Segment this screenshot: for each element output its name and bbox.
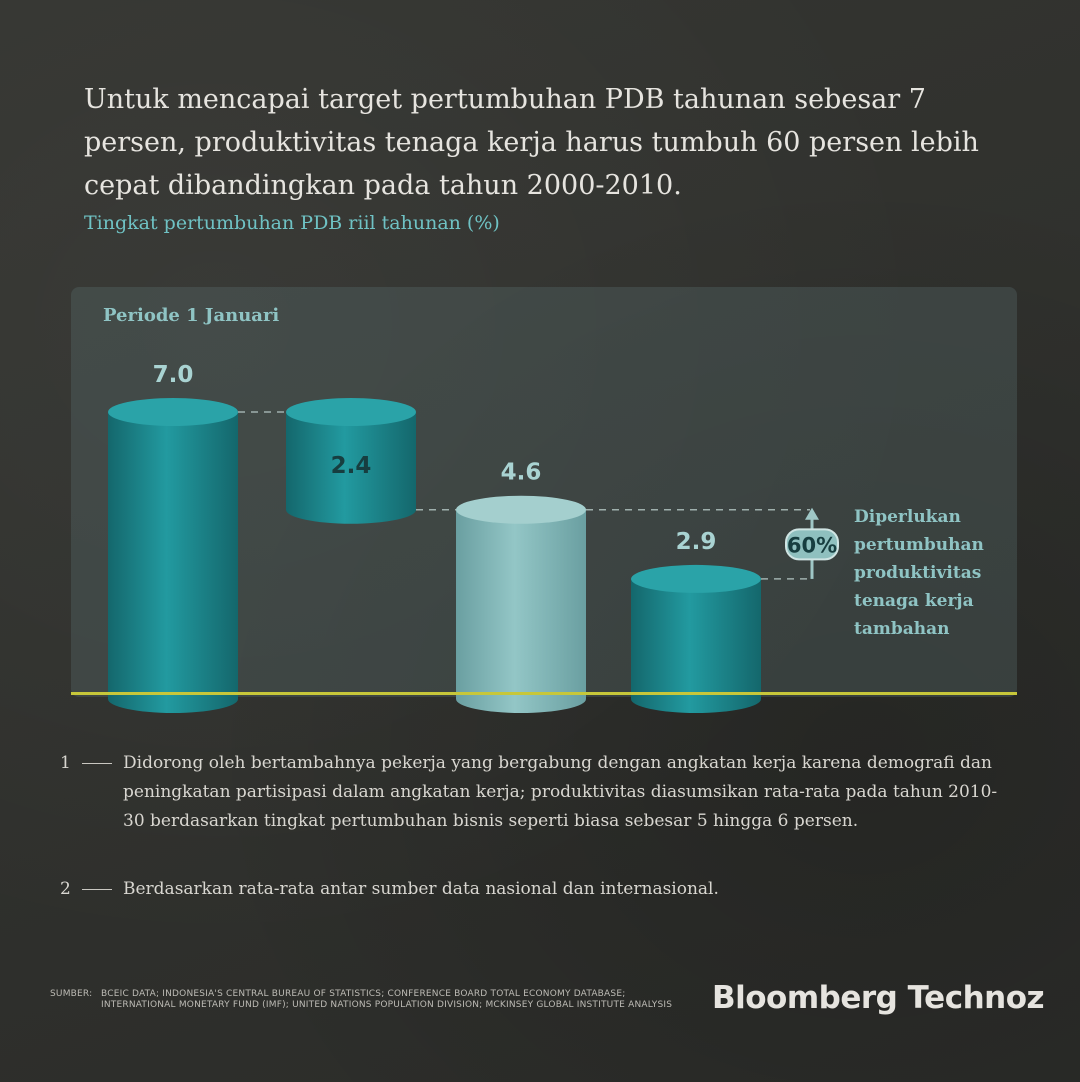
cylinder-top <box>108 398 238 426</box>
period-label: Periode 1 Januari <box>103 305 280 326</box>
annotation-text-line: produktivitas <box>854 563 981 583</box>
chart-subtitle: Tingkat pertumbuhan PDB riil tahunan (%) <box>84 212 500 234</box>
annotation-arrow-head <box>805 507 819 520</box>
bar-value-label: 7.0 <box>153 362 194 388</box>
footnote-number: 1 <box>60 753 71 773</box>
annotation-badge <box>785 528 839 561</box>
source-label: SUMBER: <box>50 989 93 999</box>
annotation-text-line: tambahan <box>854 619 950 639</box>
bar-value-label: 2.9 <box>676 529 717 555</box>
footnote-2: 2 Berdasarkan rata-rata antar sumber dat… <box>60 875 1020 905</box>
footnote-rule <box>82 889 112 890</box>
bar-value-label: 4.6 <box>501 460 542 486</box>
chart-baseline <box>71 692 1017 695</box>
cylinder-bar <box>631 578 761 713</box>
cylinder-top <box>631 564 761 593</box>
cylinder-bar <box>286 412 416 524</box>
footnote-rule <box>82 763 112 764</box>
headline: Untuk mencapai target pertumbuhan PDB ta… <box>84 84 979 201</box>
brand-logo: Bloomberg Technoz <box>712 980 1045 1016</box>
annotation-text-line: Diperlukan <box>854 507 961 527</box>
bar-value-label: 2.4 <box>331 453 372 479</box>
footnote-number: 2 <box>60 879 71 899</box>
cylinder-bar <box>456 509 586 713</box>
footnote-1: 1 Didorong oleh bertambahnya pekerja yan… <box>60 749 1020 861</box>
annotation-badge-label: 60% <box>787 533 837 557</box>
source-text: BCEIC Data; Indonesia's Central Bureau o… <box>101 989 673 1010</box>
cylinder-top <box>456 495 586 524</box>
annotation-text-line: tenaga kerja <box>854 591 974 611</box>
annotation-text-line: pertumbuhan <box>854 535 984 555</box>
footnote-text: Didorong oleh bertambahnya pekerja yang … <box>123 753 998 831</box>
footnote-text: Berdasarkan rata-rata antar sumber data … <box>123 879 719 899</box>
cylinder-top <box>286 398 416 426</box>
cylinder-bar <box>108 412 238 713</box>
